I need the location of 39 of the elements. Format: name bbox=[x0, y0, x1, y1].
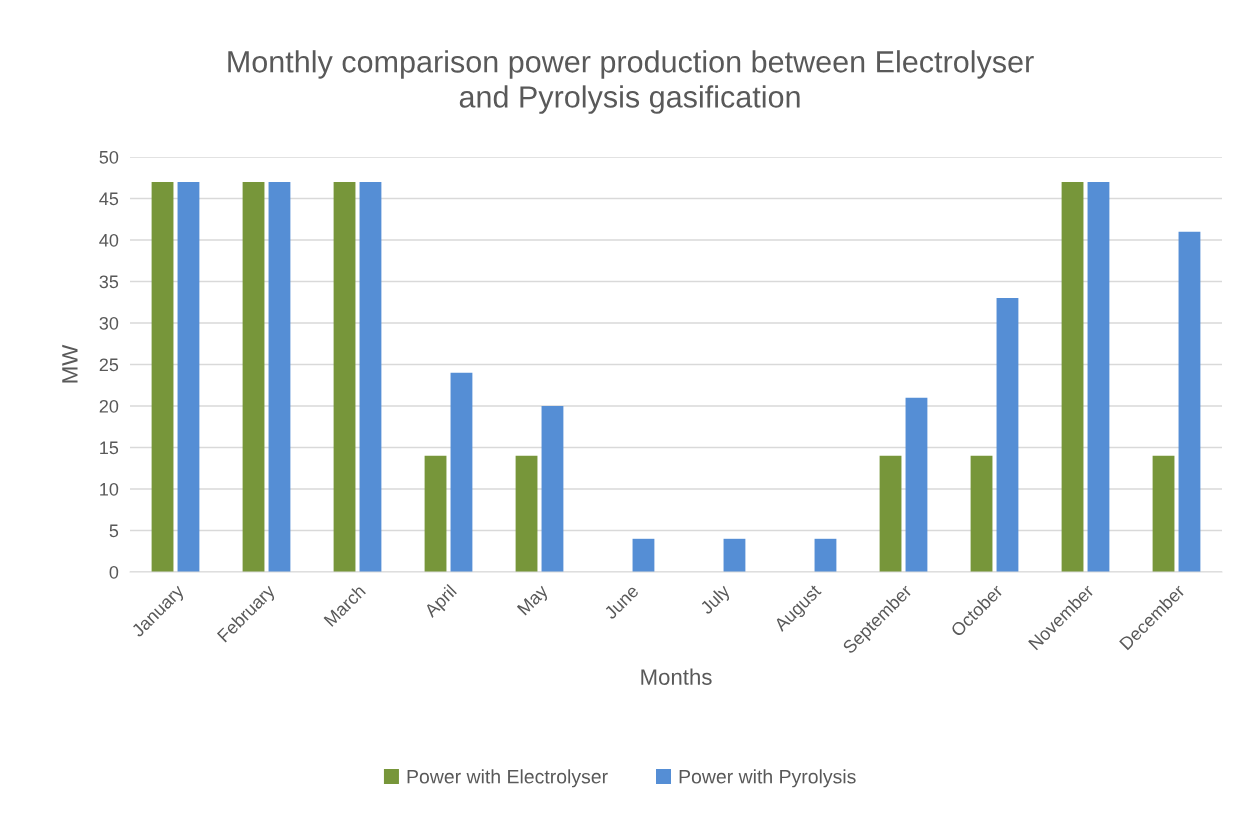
y-tick-label: 30 bbox=[99, 316, 119, 330]
bar bbox=[151, 181, 174, 572]
bar bbox=[242, 181, 265, 572]
bar bbox=[268, 181, 291, 572]
y-tick-label: 40 bbox=[99, 233, 119, 247]
chart-title: Monthly comparison power production between Electrolyser and Pyrolysis gasification bbox=[228, 50, 1034, 114]
bar bbox=[450, 372, 473, 572]
bar bbox=[996, 298, 1019, 572]
y-tick-label: 10 bbox=[100, 482, 119, 496]
y-tick-label: 15 bbox=[100, 441, 119, 455]
bar bbox=[541, 406, 564, 572]
bar bbox=[814, 538, 837, 572]
bar bbox=[515, 455, 538, 572]
bar bbox=[424, 455, 447, 572]
legend-label: Power with Electrolyser bbox=[407, 769, 608, 788]
bar bbox=[723, 538, 746, 572]
bar bbox=[1061, 181, 1084, 572]
bar bbox=[879, 455, 902, 572]
bar bbox=[1087, 181, 1110, 572]
bar bbox=[177, 181, 200, 572]
legend-label: Power with Pyrolysis bbox=[679, 769, 856, 788]
bar bbox=[359, 181, 382, 572]
bar bbox=[1152, 455, 1175, 572]
y-axis-title: MW bbox=[62, 344, 78, 383]
y-tick-label: 20 bbox=[99, 399, 119, 413]
y-tick-label: 50 bbox=[99, 150, 119, 164]
x-tick-label: May bbox=[516, 583, 552, 619]
bar bbox=[1178, 231, 1201, 572]
bar bbox=[905, 397, 928, 572]
y-tick-label: 25 bbox=[99, 358, 119, 372]
x-tick-label: July bbox=[699, 583, 734, 618]
bar bbox=[333, 181, 356, 572]
bar bbox=[632, 538, 655, 572]
bar bbox=[970, 455, 993, 572]
y-tick-label: 45 bbox=[99, 192, 119, 206]
y-tick-label: 5 bbox=[109, 524, 119, 538]
y-tick-label: 0 bbox=[109, 565, 119, 579]
y-tick-label: 35 bbox=[99, 275, 119, 289]
x-axis-title: Months bbox=[641, 668, 712, 685]
